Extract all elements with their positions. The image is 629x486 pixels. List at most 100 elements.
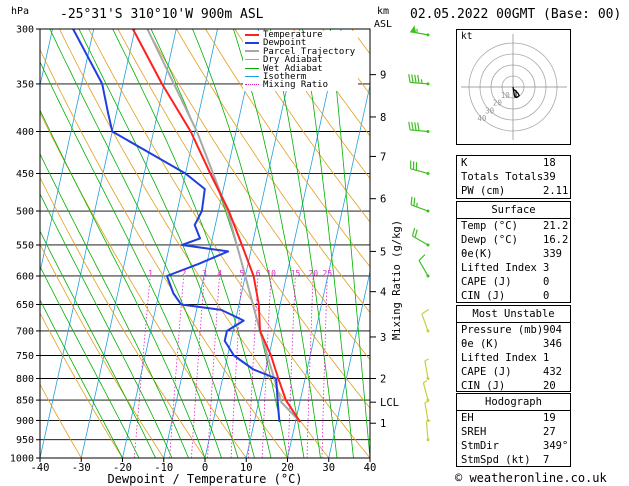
wind-barb	[408, 121, 430, 134]
mixing-ratio-line	[306, 275, 314, 458]
km-tick-label: 9	[380, 70, 386, 82]
wet-adiabat-line	[40, 299, 123, 458]
wet-adiabat-line	[40, 265, 140, 458]
dry-adiabat-line	[59, 29, 330, 458]
surface-value: 0	[543, 276, 550, 288]
legend-entry: Dry Adiabat	[245, 56, 323, 65]
wind-barb	[410, 196, 430, 213]
dry-adiabat-line	[234, 29, 370, 223]
legend-swatch	[245, 76, 259, 77]
most-unstable-row: CAPE (J) 432	[461, 366, 566, 379]
indices-top-panel: K 18 Totals Totals 39 PW (cm) 2.11	[456, 155, 571, 199]
legend-entry: Parcel Trajectory	[245, 46, 356, 57]
hodograph-stat-value: 349°	[543, 440, 569, 452]
pressure-tick-label: 350	[16, 79, 34, 90]
wind-barb	[408, 74, 430, 86]
wet-adiabat-line	[40, 193, 173, 458]
pressure-tick-label: 1000	[10, 454, 34, 465]
mixing-ratio-label: 1	[148, 269, 153, 278]
most-unstable-label: CIN (J)	[461, 380, 506, 392]
dry-adiabat-line	[176, 29, 370, 314]
wet-adiabat-line	[192, 29, 305, 458]
legend-label: Temperature	[263, 30, 323, 40]
km-tick-label: 4	[380, 287, 386, 299]
most-unstable-title: Most Unstable	[472, 308, 555, 320]
dry-adiabat-line	[40, 312, 123, 458]
hodograph-ring-label: 30	[485, 106, 495, 115]
dry-adiabat-line	[40, 48, 288, 458]
surface-label: CAPE (J)	[461, 276, 512, 288]
pressure-tick-label: 400	[16, 127, 34, 138]
location-title: -25°31'S 310°10'W 900m ASL	[60, 7, 264, 22]
wet-adiabat-line	[112, 29, 272, 458]
index-value: 2.11	[543, 185, 569, 197]
wet-adiabat-line	[330, 29, 370, 458]
hodograph-stat-row: EH 19	[461, 412, 566, 425]
dry-adiabat-line	[146, 29, 370, 361]
temperature-tick-label: -40	[31, 462, 50, 474]
legend-label: Mixing Ratio	[263, 80, 329, 91]
index-row: K 18	[461, 157, 566, 170]
legend-swatch	[245, 59, 259, 61]
hodograph-stat-value: 7	[543, 454, 550, 466]
wet-adiabat-line	[233, 29, 321, 458]
wet-adiabat-line	[270, 29, 338, 458]
hodograph-stat-row: StmDir 349°	[461, 440, 569, 453]
legend-entry: Dewpoint	[245, 39, 306, 48]
mixing-ratio-line	[261, 275, 272, 458]
parcel-trajectory-line	[146, 29, 302, 423]
km-axis-label: km	[377, 6, 389, 17]
most-unstable-label: Pressure (mb)	[461, 324, 544, 336]
mixing-ratio-line	[169, 275, 184, 458]
legend-label: Wet Adiabat	[263, 63, 323, 74]
isotherm-line	[122, 29, 218, 458]
surface-row: Lifted Index 3	[461, 262, 566, 275]
mixing-ratio-label: 4	[217, 269, 222, 278]
legend-swatch	[245, 33, 259, 36]
most-unstable-value: 1	[543, 352, 550, 364]
wind-barb	[421, 308, 430, 333]
pressure-tick-label: 500	[16, 207, 34, 218]
hodograph-stats-title: Hodograph	[485, 396, 542, 408]
wet-adiabat-line	[40, 61, 222, 458]
legend-entry: Temperature	[245, 31, 323, 40]
surface-label: Dewp (°C)	[461, 234, 518, 246]
surface-label: CIN (J)	[461, 290, 506, 302]
surface-label: θe(K)	[461, 248, 493, 260]
surface-value: 21.2	[543, 220, 569, 232]
surface-label: Lifted Index	[461, 262, 537, 274]
surface-value: 3	[543, 262, 550, 274]
legend-label: Parcel Trajectory	[263, 46, 356, 57]
temperature-line	[132, 29, 302, 423]
dry-adiabat-line	[205, 29, 370, 268]
isotherm-line	[328, 269, 370, 458]
dry-adiabat-line	[40, 111, 247, 458]
most-unstable-panel: Most Unstable Pressure (mb) 904 θe (K) 346 L…	[456, 305, 571, 392]
isotherm-line	[369, 456, 370, 458]
most-unstable-value: 432	[543, 366, 562, 378]
temperature-tick-label: 10	[240, 462, 253, 474]
isotherm-line	[40, 29, 136, 458]
credit-text: © weatheronline.co.uk	[455, 471, 607, 485]
hodograph-stat-label: StmSpd (kt)	[461, 454, 531, 466]
hodograph-stat-value: 19	[543, 412, 556, 424]
index-label: Totals Totals	[461, 171, 544, 183]
x-axis-label: Dewpoint / Temperature (°C)	[107, 472, 302, 486]
surface-row: CAPE (J) 0	[461, 276, 566, 289]
mixing-ratio-line	[230, 275, 243, 458]
temperature-tick-label: 0	[202, 462, 208, 474]
legend-label: Dry Adiabat	[263, 55, 323, 66]
wet-adiabat-line	[40, 230, 156, 458]
surface-label: Temp (°C)	[461, 220, 518, 232]
surface-row: θe(K) 339	[461, 248, 566, 261]
surface-row: Dewp (°C) 16.2	[461, 234, 568, 247]
most-unstable-label: Lifted Index	[461, 352, 537, 364]
hodograph-stat-value: 27	[543, 426, 556, 438]
km-tick-label: 5	[380, 246, 386, 258]
dry-adiabat-line	[40, 243, 165, 458]
legend-swatch	[245, 41, 259, 44]
legend: Temperature Dewpoint Parcel Trajectory Dry …	[243, 31, 358, 91]
legend-swatch	[245, 67, 259, 69]
km-tick-label: 3	[380, 332, 386, 344]
dewpoint-line	[72, 29, 281, 423]
